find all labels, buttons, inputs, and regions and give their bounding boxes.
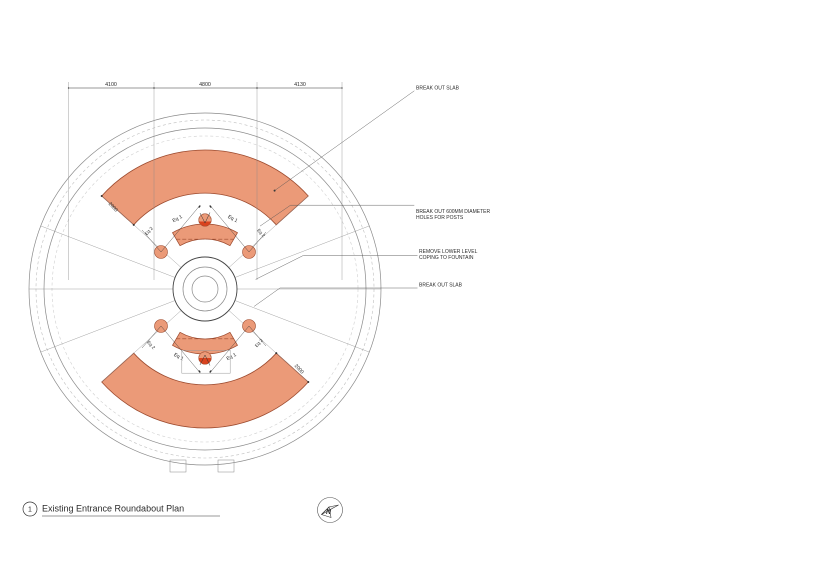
svg-text:4130: 4130 — [294, 82, 306, 88]
svg-text:BREAK OUT SLAB: BREAK OUT SLAB — [419, 283, 463, 289]
svg-text:1: 1 — [28, 506, 32, 513]
svg-text:4800: 4800 — [199, 82, 211, 88]
svg-text:Existing Entrance Roundabout P: Existing Entrance Roundabout Plan — [42, 504, 184, 514]
svg-text:HOLES FOR POSTS: HOLES FOR POSTS — [416, 215, 464, 221]
svg-text:BREAK OUT SLAB: BREAK OUT SLAB — [416, 86, 460, 92]
svg-text:COPING TO FOUNTAIN: COPING TO FOUNTAIN — [419, 255, 474, 261]
svg-text:4100: 4100 — [105, 82, 117, 88]
